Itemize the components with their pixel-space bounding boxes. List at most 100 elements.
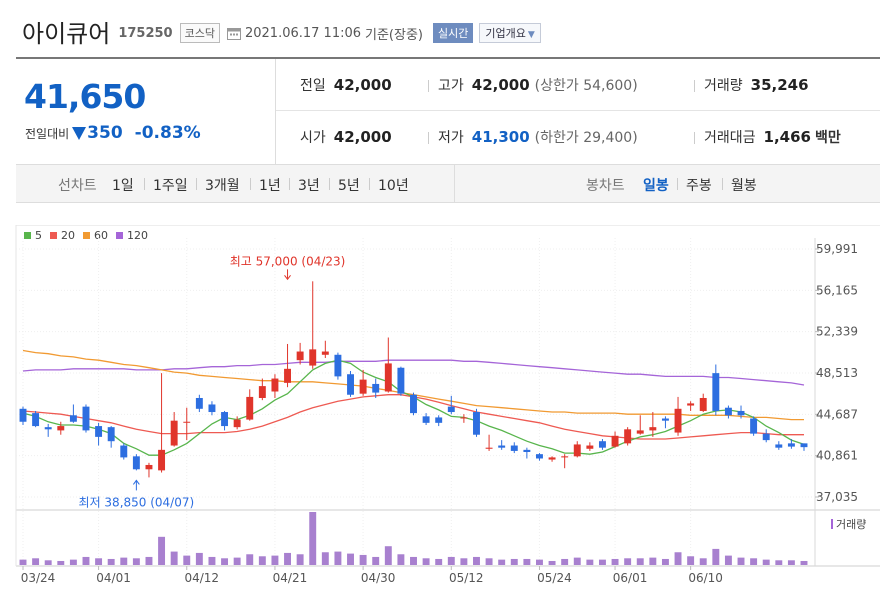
stat-volume: 거래량 35,246 [704,76,809,94]
candle-body [473,412,480,435]
stat-prev-close: 전일 42,000 [300,76,392,94]
dropdown-arrow-icon: ▼ [527,29,535,40]
volume-bar [208,556,216,565]
period-1y[interactable]: 1년 [259,178,281,194]
candle-body [44,427,52,430]
volume-bar [498,559,506,565]
legend-ma5: 5 [24,229,42,242]
volume-bar [611,558,619,565]
volume-bar [132,558,140,565]
period-1d[interactable]: 1일 [112,178,134,194]
period-3m[interactable]: 3개월 [205,178,240,194]
candle-body [183,421,191,423]
candle-body [435,417,443,423]
candle-daily[interactable]: 일봉 [643,178,669,194]
period-10y[interactable]: 10년 [378,178,409,194]
volume-bar [724,555,732,565]
candle-body [485,447,493,449]
current-price-box: 41,650 전일대비 350 -0.83% [16,59,276,165]
volume-bar [712,548,720,565]
quote-panel: 41,650 전일대비 350 -0.83% 전일 42,000 고가 42,000… [16,57,880,165]
stock-header: 아이큐어 175250 코스닥 2021.06.17 11:06 기준(장중) … [22,14,541,48]
volume-bar [586,559,594,565]
candle-body [397,367,405,394]
change-percent: -0.83% [134,123,201,143]
quote-datetime: 2021.06.17 11:06 [244,25,362,41]
volume-bar [598,559,606,565]
candle-body [170,420,178,446]
volume-bar [296,554,304,565]
candle-body [661,418,669,421]
x-tick-label: 05/24 [537,571,572,585]
stat-open: 시가 42,000 [300,128,392,146]
volume-bar [397,554,405,565]
quote-basis: 기준(장중) [365,27,423,43]
candle-body [598,441,606,448]
period-1w[interactable]: 1주일 [153,178,188,194]
candle-body [32,413,40,427]
candle-body [69,415,77,422]
candle-body [57,426,65,431]
volume-bar [510,558,518,565]
volume-bar [737,557,745,565]
candle-body [586,445,594,449]
x-tick-label: 04/21 [273,571,308,585]
candle-body [120,445,128,458]
volume-bar [258,556,266,565]
candle-body [674,408,682,433]
current-price: 41,650 [24,77,146,116]
candle-body [410,394,417,414]
volume-bar [485,558,493,565]
volume-bar [699,558,707,565]
volume-bar [233,557,241,565]
candle-body [95,426,103,437]
price-chart[interactable]: 59,991 56,165 52,339 48,513 44,687 40,861 37,0… [0,225,880,591]
volume-bar [195,552,203,565]
candle-body [158,449,166,471]
x-tick-label: 06/10 [688,571,723,585]
volume-bar [787,560,795,565]
volume-bar [183,555,191,565]
volume-bar [145,556,153,565]
volume-bar [95,558,103,565]
candle-weekly[interactable]: 주봉 [686,178,712,194]
candle-body [271,378,279,392]
candle-monthly[interactable]: 월봉 [731,178,757,194]
volume-bar [410,556,417,565]
y-tick-label: 59,991 [816,242,858,256]
volume-bar [460,558,468,565]
volume-bar [573,557,581,565]
candle-body [447,406,455,413]
candle-body [221,412,229,427]
volume-bar [649,557,657,565]
candle-body [246,396,254,420]
x-tick-label: 04/12 [184,571,219,585]
y-tick-label: 37,035 [816,490,858,504]
candle-body [762,433,770,441]
max-arrow-icon [284,275,291,281]
volume-bar [19,559,27,565]
x-tick-label: 06/01 [613,571,648,585]
period-3y[interactable]: 3년 [298,178,320,194]
volume-bar [221,558,229,565]
candle-body [536,454,543,459]
line-chart-label: 선차트 [58,178,97,194]
volume-bar [687,556,695,565]
calendar-icon [226,27,241,40]
period-5y[interactable]: 5년 [338,178,360,194]
candle-body [384,363,392,392]
realtime-button[interactable]: 실시간 [433,22,474,43]
change-label: 전일대비 [25,126,70,141]
candle-body [611,435,619,447]
volume-bar [246,554,254,565]
volume-bar [422,558,430,565]
company-overview-dropdown[interactable]: 기업개요 ▼ [479,22,541,43]
candle-chart-label: 봉차트 [586,178,625,194]
candle-body [561,456,569,458]
y-tick-label: 40,861 [816,449,858,463]
volume-bar [309,512,317,565]
y-tick-label: 56,165 [816,283,858,297]
volume-bar [800,560,808,565]
volume-bar [762,559,770,565]
volume-bar [384,546,392,565]
